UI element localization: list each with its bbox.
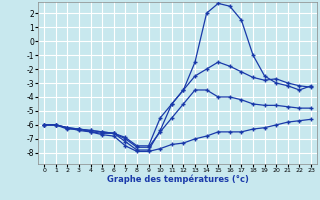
X-axis label: Graphe des températures (°c): Graphe des températures (°c) xyxy=(107,175,249,184)
